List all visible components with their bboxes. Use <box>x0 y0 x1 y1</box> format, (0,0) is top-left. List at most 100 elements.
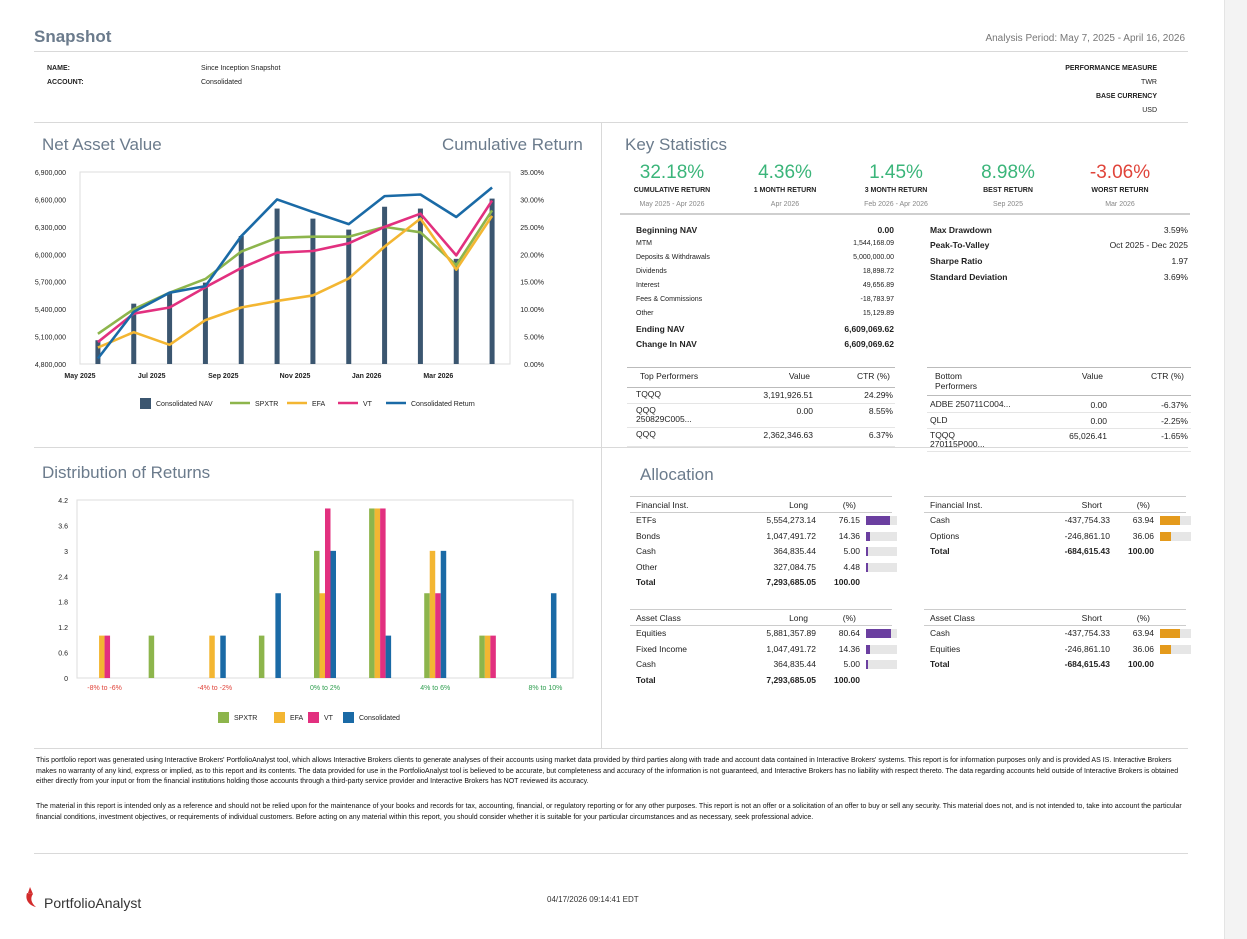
table-header: Financial Inst. <box>930 500 983 510</box>
y-tick: 3 <box>64 549 68 556</box>
nav-bar <box>274 208 280 364</box>
table-header: Asset Class <box>930 613 975 623</box>
report-timestamp: 04/17/2026 09:14:41 EDT <box>547 895 639 904</box>
nav-bar <box>346 229 352 364</box>
dist-bar <box>380 508 386 678</box>
legend-label: VT <box>363 401 373 408</box>
nav-row-label: Change In NAV <box>636 339 697 349</box>
allocation-total-value: -684,615.43 <box>1064 546 1110 556</box>
nav-row-value: 6,609,069.62 <box>844 339 894 349</box>
divider <box>630 609 892 610</box>
y-tick-left: 4,800,000 <box>35 362 66 369</box>
divider <box>601 122 602 748</box>
allocation-bar-track <box>866 644 897 654</box>
divider <box>627 387 895 388</box>
analysis-period-label: Analysis Period: <box>985 33 1060 44</box>
nav-row-value: 18,898.72 <box>862 268 894 275</box>
divider <box>924 512 1186 513</box>
allocation-row-pct: 76.15 <box>838 515 860 525</box>
divider <box>927 367 1191 368</box>
y-tick-left: 6,000,000 <box>35 252 66 259</box>
table-header: (%) <box>1136 613 1150 623</box>
nav-row-value: 5,000,000.00 <box>853 254 894 261</box>
nav-bar <box>238 236 244 364</box>
performer-value: 65,026.41 <box>1069 431 1107 441</box>
legend-label: SPXTR <box>234 715 257 722</box>
dist-bar <box>104 635 111 678</box>
nav-row-value: 15,129.89 <box>862 310 894 317</box>
nav-row-label: Dividends <box>636 268 667 275</box>
y-tick: 0.6 <box>58 651 68 658</box>
disclaimer-paragraph-2: The material in this report is intended … <box>36 803 1182 821</box>
x-tick: Mar 2026 <box>423 373 453 380</box>
table-header: CTR (%) <box>856 371 890 381</box>
dist-bar <box>429 550 436 678</box>
x-tick: -8% to -6% <box>87 685 122 692</box>
divider <box>630 625 892 626</box>
allocation-row-label: Cash <box>930 628 950 638</box>
stat-value: 4.36% <box>758 162 812 183</box>
row-divider <box>627 446 895 447</box>
dist-bar <box>550 593 557 678</box>
dist-bar <box>319 593 325 678</box>
table-header: (%) <box>842 500 856 510</box>
allocation-total-pct: 100.00 <box>1128 659 1154 669</box>
stat-label: WORST RETURN <box>1091 187 1149 194</box>
legend-item: SPXTR <box>218 712 257 723</box>
performer-ctr: -6.37% <box>1161 400 1188 410</box>
performer-subname: 250829C005... <box>636 414 692 424</box>
risk-row-label: Peak-To-Valley <box>930 240 990 250</box>
allocation-total-label: Total <box>930 659 950 669</box>
divider <box>34 748 1188 749</box>
legend-swatch <box>140 398 151 409</box>
nav-bar <box>131 303 137 364</box>
allocation-bar-track <box>866 547 897 556</box>
analysis-period: Analysis Period: May 7, 2025 - April 16,… <box>985 33 1185 44</box>
nav-row-label: Other <box>636 310 654 317</box>
table-header: Value <box>788 371 810 381</box>
table-header: Performers <box>935 381 978 391</box>
legend-label: Consolidated NAV <box>156 401 213 408</box>
y-tick: 1.2 <box>58 625 68 632</box>
divider <box>627 367 895 368</box>
risk-row-value: 1.97 <box>1171 256 1188 266</box>
y-tick: 3.6 <box>58 523 68 530</box>
distribution-title: Distribution of Returns <box>42 463 211 482</box>
stat-period: Apr 2026 <box>770 201 800 208</box>
table-header: Asset Class <box>636 613 681 623</box>
name-value: Since Inception Snapshot <box>201 65 281 72</box>
dist-bar <box>484 635 491 678</box>
dist-bar <box>440 550 447 678</box>
vertical-scrollbar[interactable] <box>1224 0 1247 939</box>
risk-row-label: Max Drawdown <box>930 225 992 235</box>
nav-title: Net Asset Value <box>42 135 162 154</box>
y-tick-right: 20.00% <box>520 252 544 259</box>
dist-bar <box>385 635 392 678</box>
table-header: Long <box>789 613 808 623</box>
performer-name: ADBE 250711C004... <box>930 399 1011 409</box>
allocation-bar-fill <box>866 562 868 572</box>
allocation-bar-fill <box>866 660 868 669</box>
y-tick-left: 5,100,000 <box>35 335 66 342</box>
dist-bar <box>490 635 496 678</box>
x-tick: Sep 2025 <box>208 373 238 380</box>
performer-value: 0.00 <box>1090 416 1107 426</box>
allocation-row-label: Bonds <box>636 530 661 541</box>
legend-item: Consolidated NAV <box>140 398 213 409</box>
divider <box>630 512 892 513</box>
y-tick-right: 5.00% <box>524 335 544 342</box>
risk-row-label: Sharpe Ratio <box>930 256 983 266</box>
allocation-bar-track <box>1160 644 1191 654</box>
y-tick-left: 6,900,000 <box>35 170 66 177</box>
allocation-row-label: Other <box>636 561 658 572</box>
allocation-bar-fill <box>866 547 868 556</box>
perf-measure-value: TWR <box>1141 79 1157 86</box>
nav-row-value: -18,783.97 <box>860 296 894 303</box>
allocation-row-value: 1,047,491.72 <box>766 643 816 654</box>
risk-row-value: Oct 2025 - Dec 2025 <box>1109 240 1188 250</box>
allocation-row-value: -246,861.10 <box>1064 530 1110 541</box>
legend-label: VT <box>324 715 334 722</box>
allocation-bar-fill <box>866 516 890 525</box>
allocation-row-label: Equities <box>636 628 667 638</box>
table-header: (%) <box>842 613 856 623</box>
